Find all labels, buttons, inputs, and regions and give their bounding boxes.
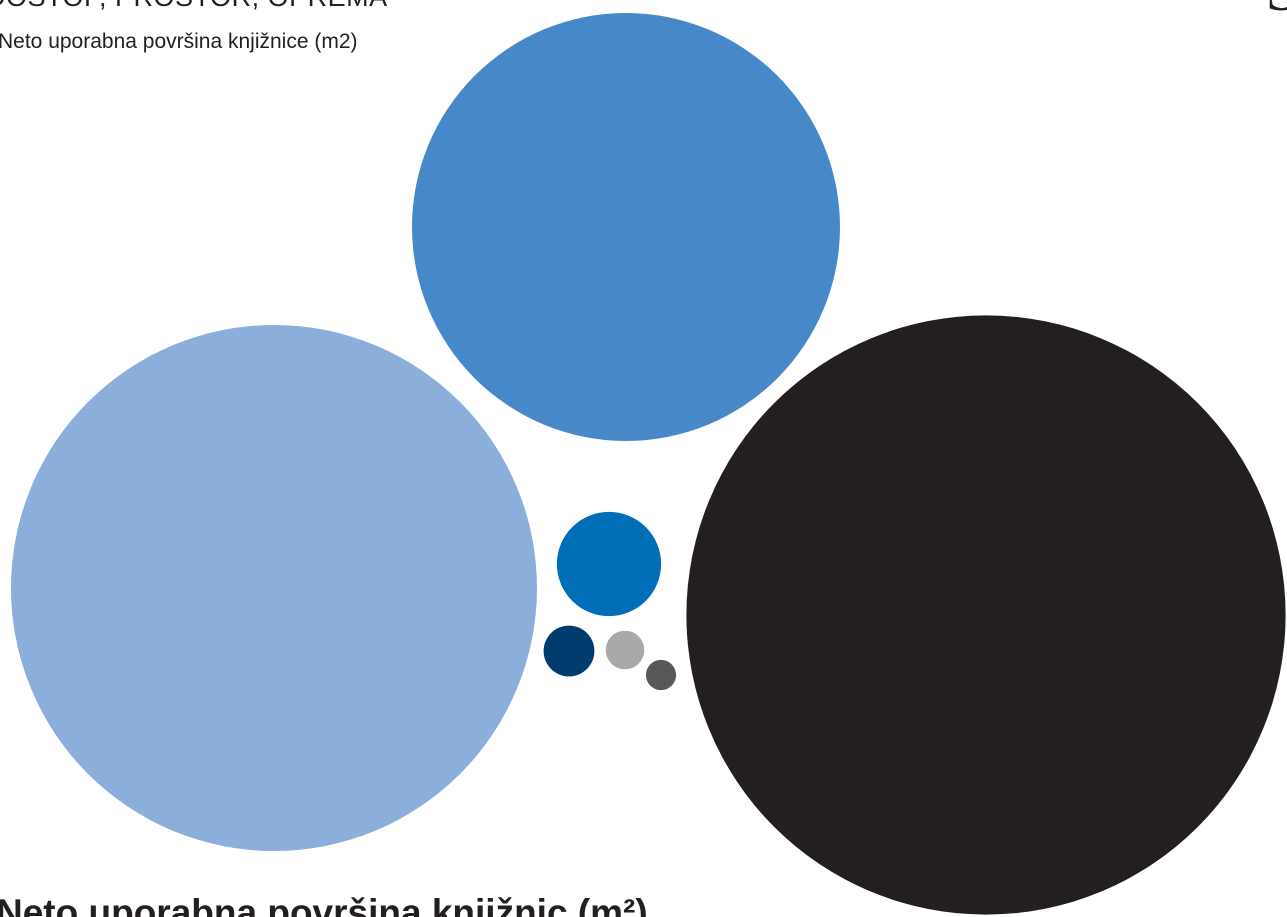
section-heading: DOSTOP, PROSTOR, OPREMA — [0, 0, 388, 13]
bubble-6 — [605, 630, 645, 670]
bubble-1 — [11, 325, 537, 851]
bubble-4 — [556, 511, 662, 617]
chart-subtitle: Neto uporabna površina knjižnice (m2) — [0, 30, 358, 53]
bubble-3 — [686, 315, 1286, 915]
corner-mark: S — [1266, 0, 1287, 25]
bubble-5 — [543, 625, 595, 677]
bubble-7 — [645, 659, 677, 691]
bubble-2 — [412, 13, 840, 441]
bottom-title: Neto uporabna površina knjižnic (m²) — [0, 892, 648, 917]
